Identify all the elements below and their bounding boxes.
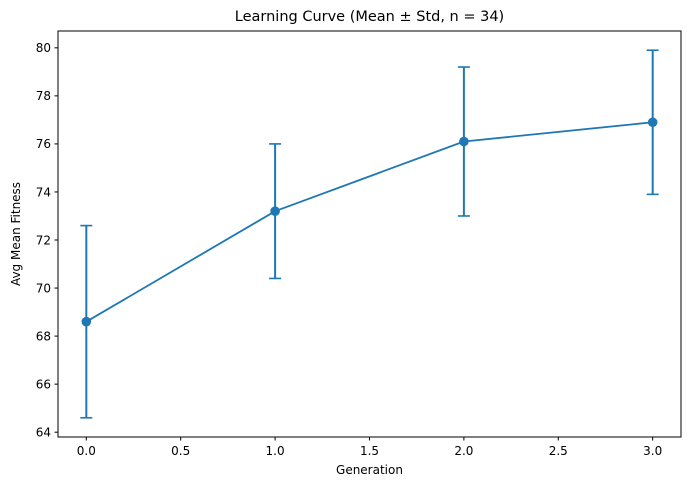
- x-tick-label: 2.5: [549, 444, 568, 458]
- y-tick-label: 68: [36, 329, 51, 343]
- y-axis-ticks: 64 66 68 70 72 74 76 78 80: [36, 41, 58, 439]
- x-tick-label: 0.0: [77, 444, 96, 458]
- series-line: [85, 121, 653, 323]
- y-tick-label: 74: [36, 185, 51, 199]
- y-tick-label: 80: [36, 41, 51, 55]
- y-axis-label: Avg Mean Fitness: [9, 182, 23, 286]
- data-point-marker: [270, 206, 280, 216]
- data-point-marker: [647, 117, 658, 128]
- y-tick-label: 72: [36, 233, 51, 247]
- data-series: [80, 49, 659, 419]
- plot-area: 64 66 68 70 72 74 76 78 80 0.0 0.5 1.0 1.5 2.0 2.5 3.0: [36, 30, 682, 458]
- y-tick-label: 76: [36, 137, 51, 151]
- chart-title: Learning Curve (Mean ± Std, n = 34): [235, 9, 504, 25]
- x-tick-label: 0.5: [171, 444, 190, 458]
- axes-frame: [57, 30, 682, 438]
- x-tick-label: 3.0: [643, 444, 662, 458]
- y-tick-label: 78: [36, 89, 51, 103]
- x-axis-label: Generation: [336, 463, 403, 477]
- data-point-marker: [459, 136, 469, 147]
- y-tick-label: 64: [36, 425, 51, 439]
- x-tick-label: 1.5: [360, 444, 379, 458]
- y-tick-label: 70: [36, 281, 51, 295]
- x-tick-label: 2.0: [454, 444, 473, 458]
- y-tick-label: 66: [36, 377, 51, 391]
- x-axis-ticks: 0.0 0.5 1.0 1.5 2.0 2.5 3.0: [77, 437, 662, 458]
- data-point-marker: [81, 316, 92, 327]
- x-tick-label: 1.0: [266, 444, 285, 458]
